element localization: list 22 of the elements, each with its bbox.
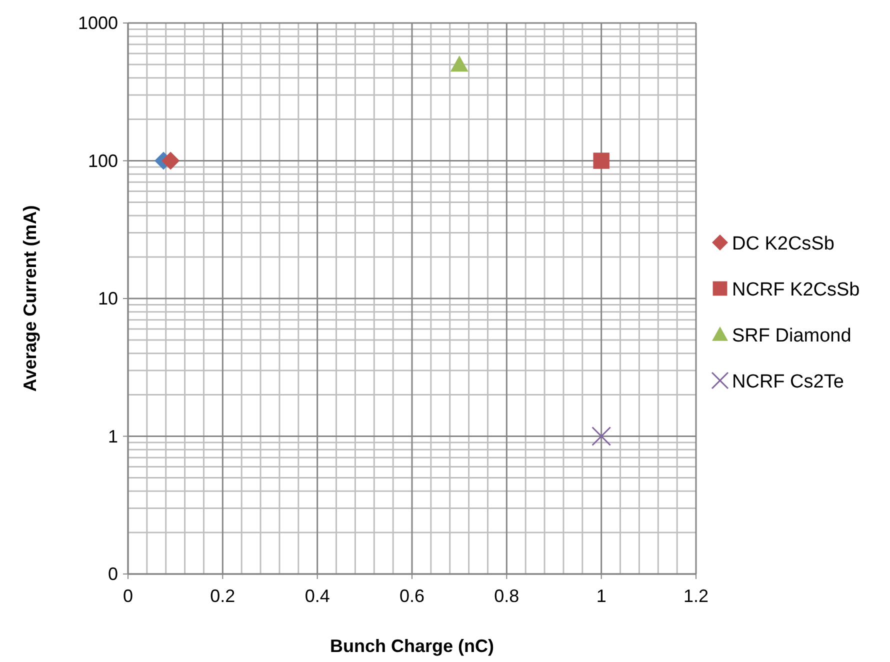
y-tick-label: 0 (108, 564, 118, 584)
legend-label: SRF Diamond (732, 326, 852, 346)
y-tick-label: 100 (88, 150, 118, 171)
legend-label: NCRF Cs2Te (732, 372, 844, 392)
y-tick-label: 1000 (78, 13, 118, 33)
x-tick-label: 0.6 (399, 586, 425, 606)
x-tick-label: 1.2 (683, 586, 709, 606)
x-tick-label: 0.8 (494, 586, 520, 606)
y-axis-title: Average Current (mA) (20, 205, 40, 392)
y-tick-label: 1 (108, 426, 118, 446)
x-tick-label: 0 (122, 586, 134, 606)
point (593, 152, 610, 169)
point (450, 55, 468, 72)
y-tick-label: 10 (98, 288, 118, 308)
legend-label: DC K2CsSb (732, 234, 834, 254)
x-tick-label: 1 (596, 586, 606, 606)
point (162, 152, 180, 170)
legend-label: NCRF K2CsSb (732, 280, 860, 300)
point (592, 426, 612, 446)
x-axis-title: Bunch Charge (nC) (330, 636, 494, 656)
x-tick-label: 0.2 (210, 586, 236, 606)
x-tick-label: 0.4 (304, 586, 330, 606)
